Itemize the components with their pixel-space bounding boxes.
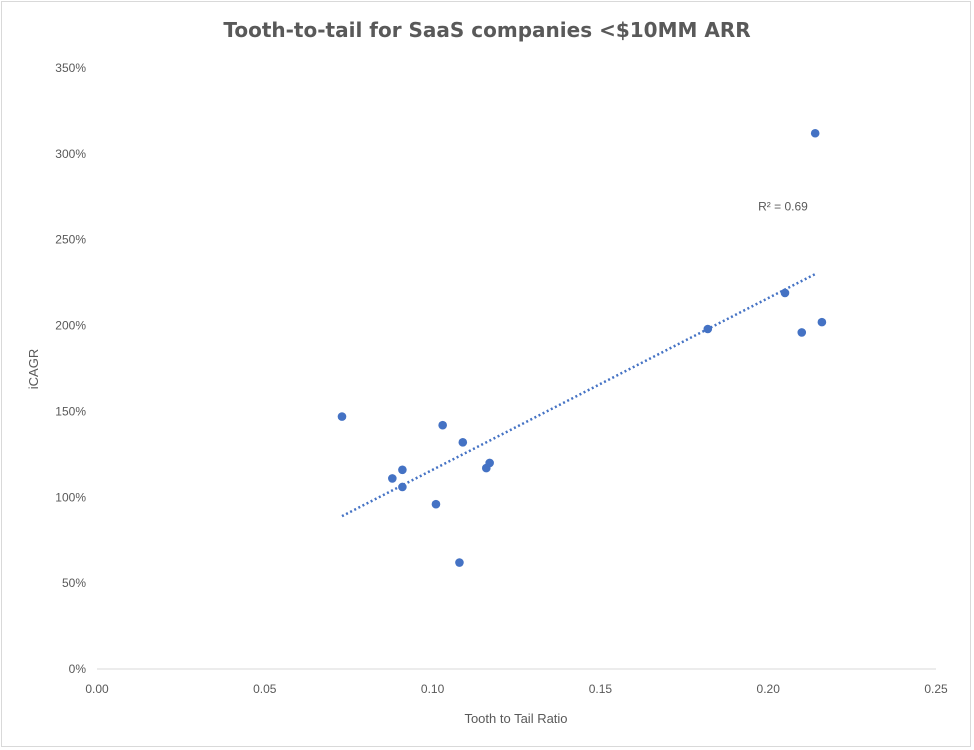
chart-title: Tooth-to-tail for SaaS companies <$10MM … [223,18,750,42]
x-tick-label: 0.15 [589,682,613,696]
data-point [780,288,790,298]
data-point [337,412,347,421]
x-tick-label: 0.05 [253,682,277,696]
y-tick-label: 200% [55,319,86,333]
x-axis-title: Tooth to Tail Ratio [464,711,567,726]
y-tick-label: 250% [55,233,86,247]
y-tick-label: 150% [55,404,86,418]
data-point [431,499,441,509]
data-point [703,324,713,334]
x-tick-label: 0.20 [757,682,781,696]
data-point [810,128,820,138]
y-tick-labels: 0% 50% 100% 150% 200% 250% 300% 350% [55,61,86,676]
data-point [438,420,447,430]
y-axis-title: iCAGR [26,349,41,389]
x-tick-label: 0.25 [924,682,948,696]
x-tick-labels: 0.00 0.05 0.10 0.15 0.20 0.25 [85,682,948,696]
data-point [485,458,494,468]
y-tick-label: 100% [55,490,86,504]
x-tick-label: 0.10 [421,682,445,696]
x-tick-label: 0.00 [85,682,109,696]
trendline [341,272,816,518]
y-tick-label: 0% [69,662,87,676]
data-point [398,482,407,492]
y-tick-label: 300% [55,147,86,161]
trendline-layer [341,272,816,518]
data-point [817,317,827,327]
data-point [458,438,468,447]
y-tick-label: 50% [62,576,86,590]
data-points-layer [337,128,827,567]
y-tick-label: 350% [55,61,86,75]
data-point [398,465,407,475]
data-point [455,558,464,567]
data-point [797,328,807,337]
data-point [388,474,397,483]
r-squared-label: R² = 0.69 [758,200,808,214]
annotations-layer: R² = 0.69 [758,200,808,214]
